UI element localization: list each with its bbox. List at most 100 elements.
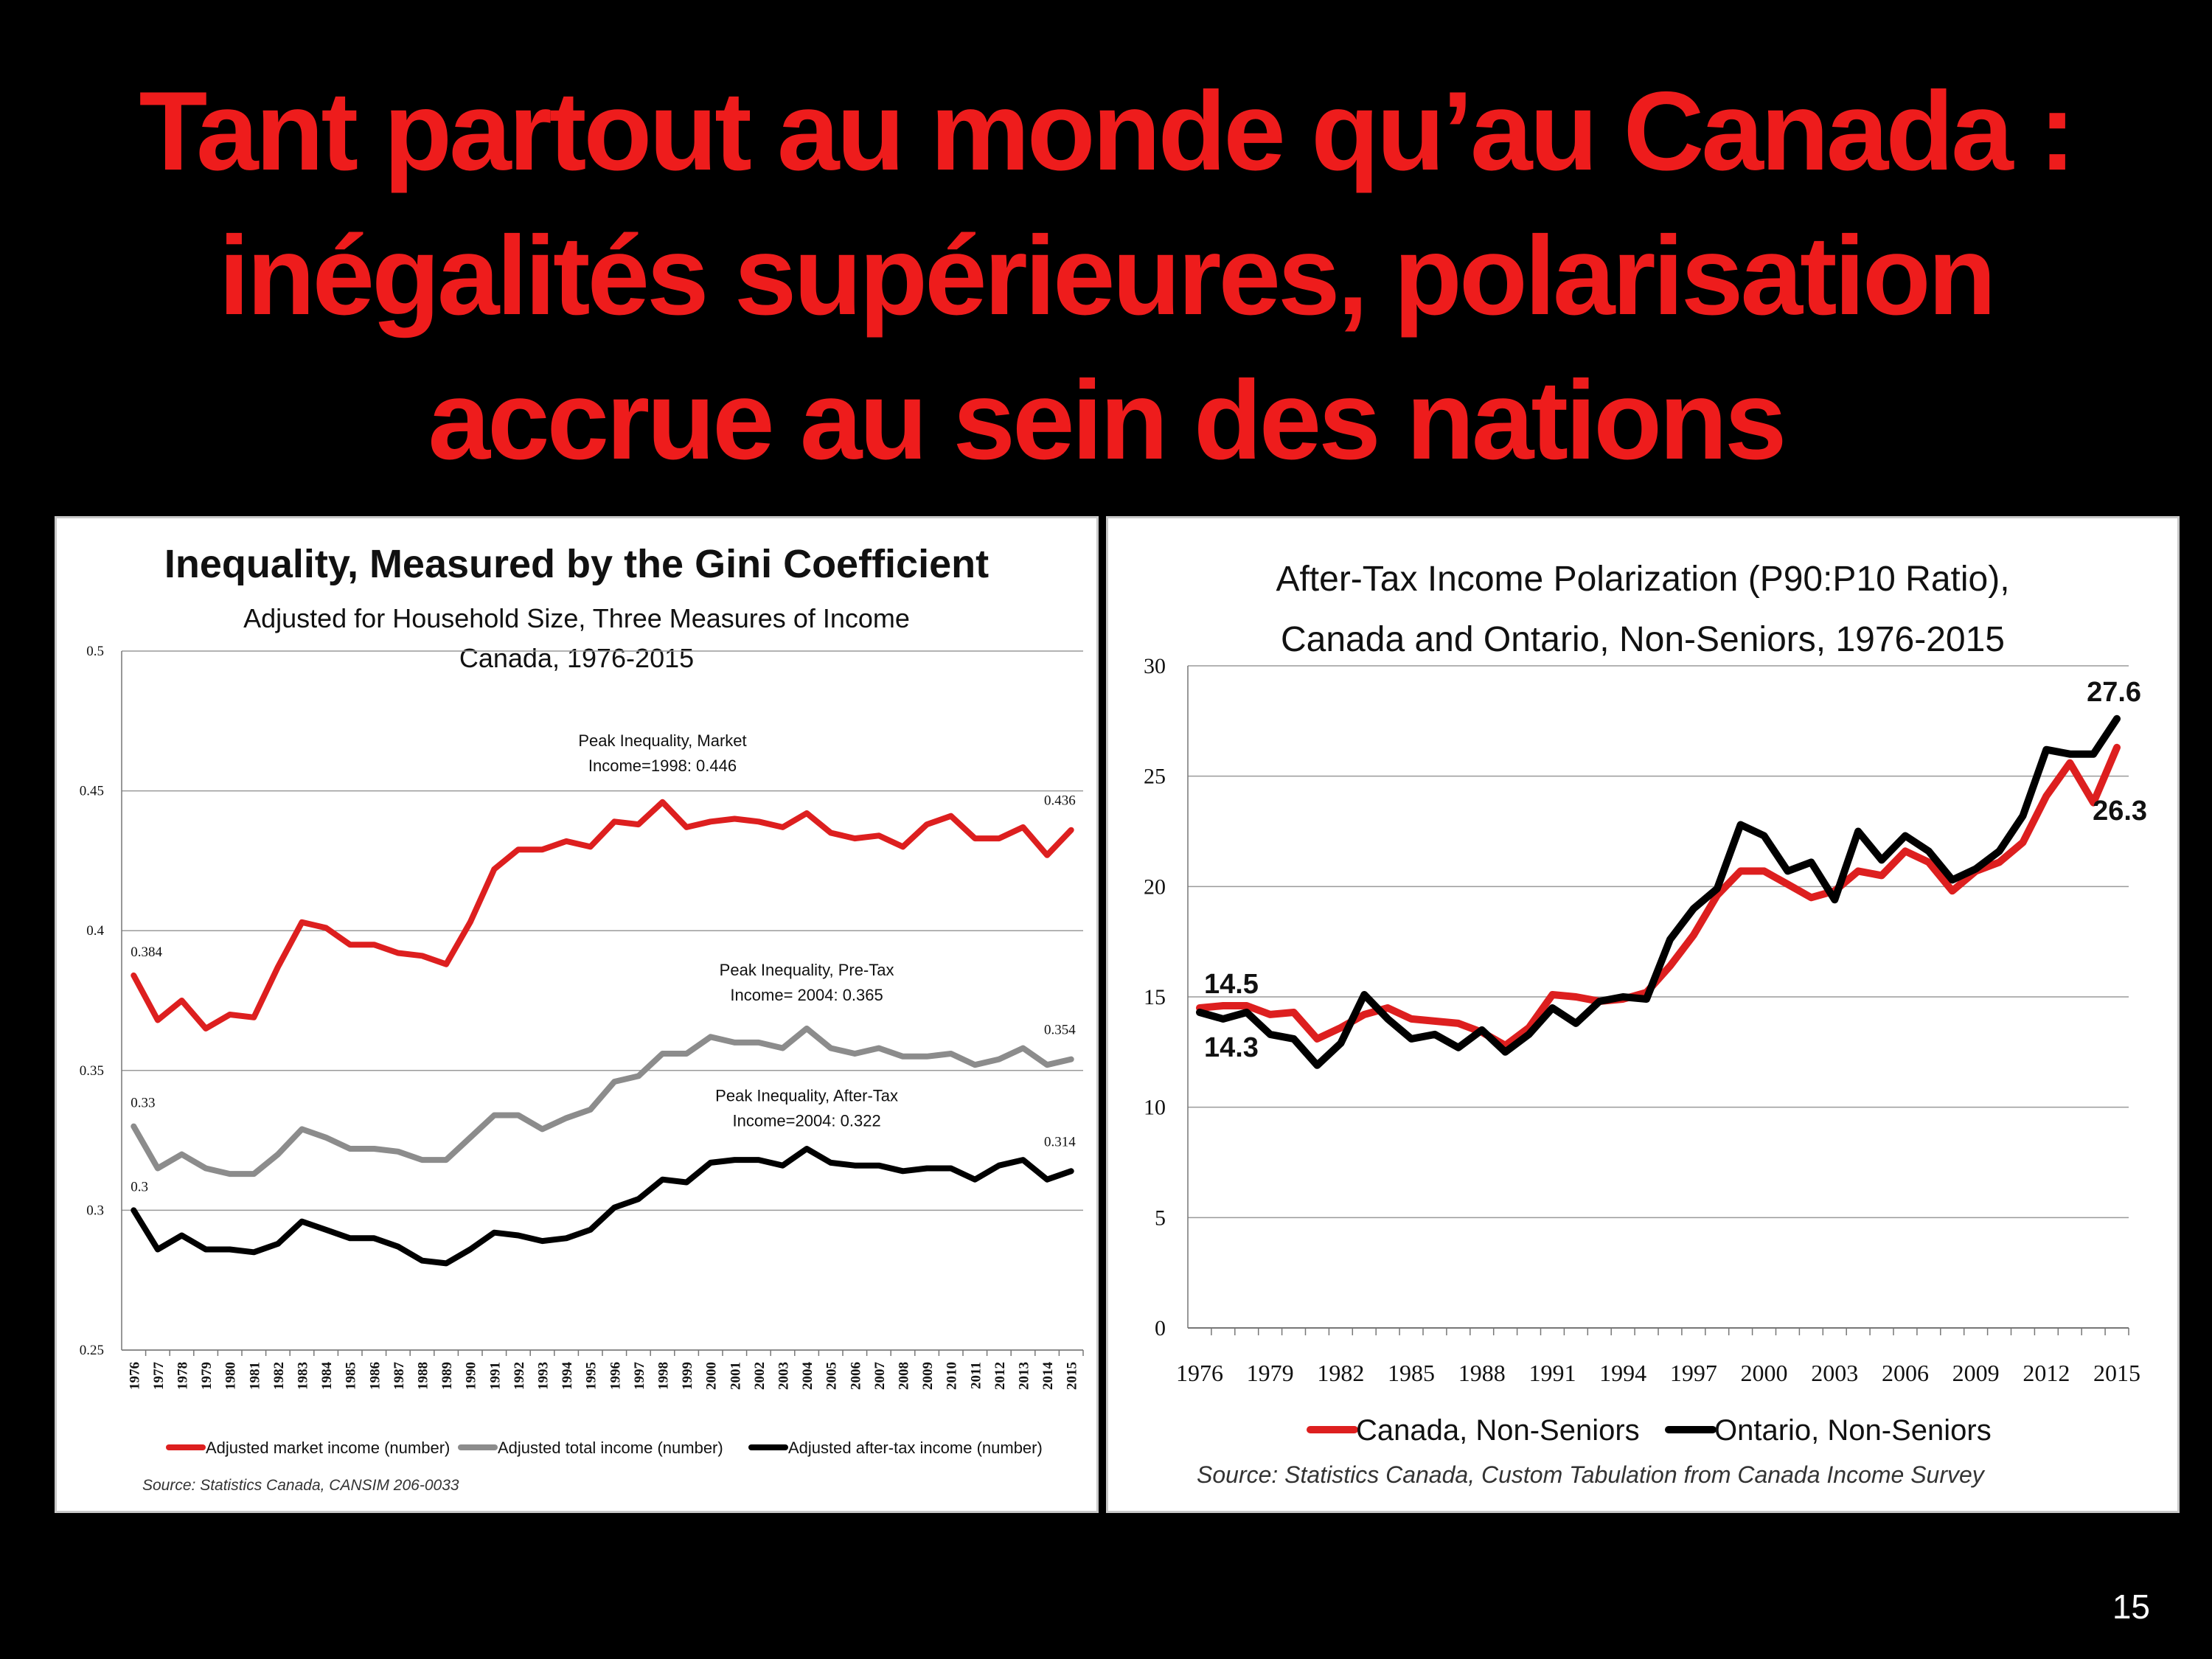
x-tick-label: 2007 — [872, 1362, 888, 1391]
x-tick-label: 2015 — [1065, 1362, 1080, 1390]
x-tick-label: 2010 — [945, 1362, 960, 1390]
x-tick-label: 1989 — [439, 1362, 455, 1390]
annotation-label: Peak Inequality, Market — [578, 731, 746, 750]
x-tick-label: 2006 — [848, 1362, 863, 1390]
series-line — [131, 799, 1074, 1032]
slide-title-line-3: accrue au sein des nations — [428, 358, 1787, 483]
x-tick-label: 2008 — [897, 1362, 912, 1390]
y-tick-label: 30 — [1144, 654, 1166, 678]
x-tick-label: 1979 — [199, 1362, 215, 1390]
y-tick-label: 20 — [1144, 874, 1166, 899]
data-label: 0.384 — [131, 945, 162, 960]
data-label: 0.314 — [1044, 1134, 1076, 1150]
x-tick-label: 2003 — [776, 1362, 792, 1390]
legend-label: Canada, Non-Seniors — [1356, 1414, 1640, 1447]
x-tick-label: 1976 — [1176, 1360, 1223, 1386]
annotation-label: Income= 2004: 0.365 — [730, 986, 883, 1004]
legend-label: Adjusted after-tax income (number) — [788, 1439, 1043, 1457]
x-tick-label: 1987 — [392, 1362, 407, 1391]
x-tick-label: 1976 — [127, 1362, 142, 1390]
x-tick-label: 1980 — [223, 1362, 239, 1390]
x-tick-label: 2005 — [824, 1362, 840, 1390]
x-tick-label: 2000 — [1741, 1360, 1788, 1386]
x-tick-label: 1998 — [656, 1362, 672, 1390]
x-tick-label: 2004 — [800, 1362, 815, 1391]
annotation-label: Peak Inequality, Pre-Tax — [720, 961, 894, 979]
x-tick-label: 1978 — [175, 1362, 191, 1390]
x-tick-label: 1991 — [487, 1362, 503, 1390]
x-tick-label: 2013 — [1017, 1362, 1032, 1390]
legend-label: Adjusted total income (number) — [498, 1439, 723, 1457]
x-tick-label: 1999 — [680, 1362, 695, 1390]
chart-subtitle-2: Canada, 1976-2015 — [459, 643, 694, 673]
x-tick-label: 2003 — [1811, 1360, 1858, 1386]
series-line — [131, 1025, 1074, 1178]
data-label: 27.6 — [2087, 677, 2141, 708]
y-tick-label: 0.3 — [86, 1203, 104, 1218]
data-label: 14.5 — [1204, 969, 1259, 1000]
data-label: 0.33 — [131, 1096, 155, 1111]
x-tick-label: 1988 — [1458, 1360, 1506, 1386]
y-tick-label: 0.4 — [86, 923, 104, 939]
annotation-label: Income=2004: 0.322 — [732, 1112, 880, 1130]
y-tick-label: 25 — [1144, 765, 1166, 789]
polarization-chart: After-Tax Income Polarization (P90:P10 R… — [1144, 560, 2147, 1488]
legend-label: Adjusted market income (number) — [206, 1439, 450, 1457]
y-tick-label: 0.25 — [80, 1343, 104, 1358]
data-label: 14.3 — [1204, 1032, 1259, 1063]
x-tick-label: 1995 — [584, 1362, 599, 1390]
x-tick-label: 2009 — [1952, 1360, 2000, 1386]
polarization-chart-panel: After-Tax Income Polarization (P90:P10 R… — [1106, 516, 2180, 1513]
x-tick-label: 2002 — [752, 1362, 768, 1390]
slide-title-line-1: Tant partout au monde qu’au Canada : — [139, 69, 2076, 194]
y-tick-label: 15 — [1144, 985, 1166, 1009]
x-tick-label: 1992 — [512, 1362, 527, 1390]
gini-chart: Inequality, Measured by the Gini Coeffic… — [80, 542, 1084, 1494]
x-tick-label: 1982 — [1317, 1360, 1364, 1386]
x-tick-label: 1991 — [1528, 1360, 1576, 1386]
x-tick-label: 2009 — [920, 1362, 936, 1390]
slide-title-line-2: inégalités supérieures, polarisation — [218, 213, 1996, 338]
chart-title: After-Tax Income Polarization (P90:P10 R… — [1276, 560, 2009, 599]
series-line — [1196, 714, 2121, 1069]
series-line — [1196, 743, 2121, 1049]
x-tick-label: 1994 — [1599, 1360, 1646, 1386]
x-tick-label: 1993 — [536, 1362, 552, 1390]
x-tick-label: 2006 — [1882, 1360, 1929, 1386]
data-label: 0.354 — [1044, 1023, 1076, 1038]
x-tick-label: 1996 — [608, 1362, 623, 1390]
y-tick-label: 0.35 — [80, 1063, 104, 1079]
y-tick-label: 5 — [1155, 1206, 1166, 1230]
x-tick-label: 1979 — [1247, 1360, 1294, 1386]
x-tick-label: 1977 — [151, 1362, 167, 1391]
data-label: 0.3 — [131, 1179, 148, 1194]
x-tick-label: 1988 — [416, 1362, 431, 1390]
x-tick-label: 1984 — [319, 1362, 335, 1391]
x-tick-label: 2012 — [2023, 1360, 2070, 1386]
series-line — [131, 1146, 1074, 1267]
x-tick-label: 2000 — [704, 1362, 720, 1390]
gini-chart-panel: Inequality, Measured by the Gini Coeffic… — [55, 516, 1099, 1513]
y-tick-label: 10 — [1144, 1096, 1166, 1120]
x-tick-label: 1990 — [464, 1362, 479, 1390]
legend-label: Ontario, Non-Seniors — [1714, 1414, 1992, 1447]
x-tick-label: 2011 — [968, 1362, 984, 1389]
x-tick-label: 1997 — [632, 1362, 647, 1391]
x-tick-label: 1985 — [1388, 1360, 1435, 1386]
y-tick-label: 0 — [1155, 1316, 1166, 1340]
data-label: 0.436 — [1044, 793, 1076, 809]
page-number: 15 — [2112, 1587, 2150, 1626]
x-tick-label: 1997 — [1670, 1360, 1717, 1386]
chart-title: Inequality, Measured by the Gini Coeffic… — [164, 542, 989, 586]
x-tick-label: 1986 — [367, 1362, 383, 1390]
x-tick-label: 1994 — [560, 1362, 575, 1391]
annotation-label: Income=1998: 0.446 — [588, 757, 737, 775]
y-tick-label: 0.45 — [80, 784, 104, 799]
x-tick-label: 2001 — [728, 1362, 743, 1390]
x-tick-label: 2015 — [2093, 1360, 2140, 1386]
data-label: 26.3 — [2093, 796, 2147, 827]
chart-subtitle: Adjusted for Household Size, Three Measu… — [243, 603, 910, 633]
slide-title: Tant partout au monde qu’au Canada : iné… — [0, 59, 2212, 493]
x-tick-label: 1985 — [344, 1362, 359, 1390]
source-note: Source: Statistics Canada, Custom Tabula… — [1197, 1461, 1986, 1488]
